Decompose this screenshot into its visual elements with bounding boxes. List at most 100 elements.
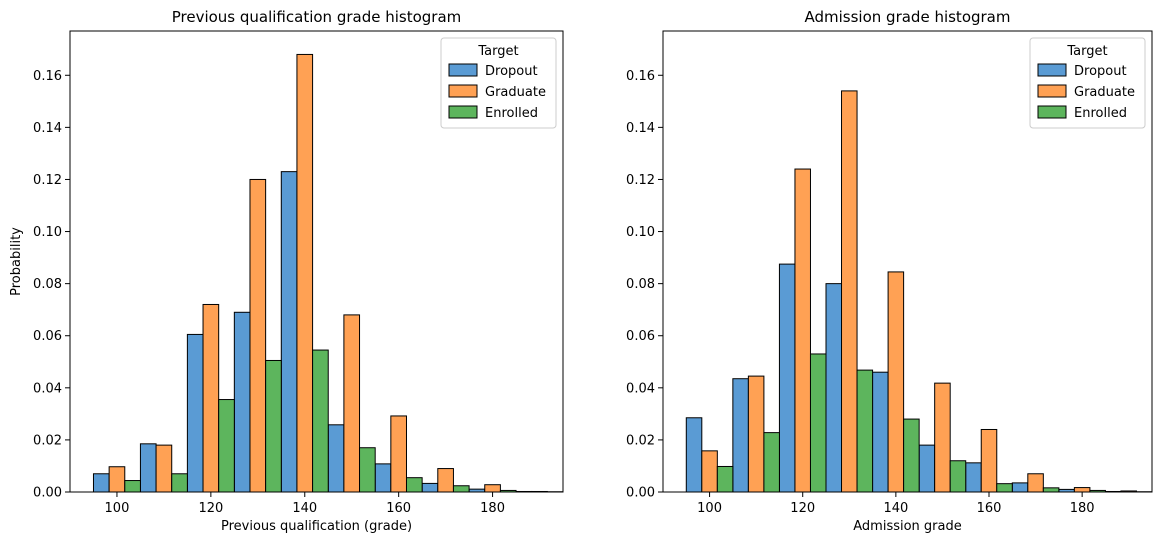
subplot-2: 100 120 140 160 180 0.00 0.02 0.04 0.06 0.08 0.10 0… <box>626 8 1153 534</box>
bar-enrolled-7 <box>452 485 470 493</box>
bar-enrolled-3 <box>265 359 282 493</box>
bar-graduate-5 <box>934 382 951 493</box>
bar-dropout-5 <box>918 444 936 493</box>
bar-enrolled-6 <box>405 477 423 493</box>
bar-enrolled-6 <box>996 483 1013 493</box>
y-tick-label: 0.00 <box>626 486 655 501</box>
legend-entry-enrolled: Enrolled <box>485 106 538 121</box>
bar-graduate-3 <box>841 90 858 493</box>
y-tick-label: 0.08 <box>626 277 655 292</box>
legend-entry-enrolled: Enrolled <box>1074 106 1127 121</box>
legend-entry-dropout: Dropout <box>485 64 538 79</box>
bar-graduate-6 <box>980 428 998 493</box>
bar-dropout-0 <box>92 473 110 493</box>
bar-dropout-3 <box>233 311 251 493</box>
y-tick-label: 0.06 <box>626 329 655 344</box>
x-axis-label: Previous qualification (grade) <box>221 519 412 534</box>
bar-enrolled-2 <box>809 353 827 493</box>
x-tick-label: 140 <box>292 501 317 516</box>
bar-enrolled-4 <box>903 418 920 493</box>
bar-enrolled-0 <box>716 465 734 493</box>
legend: Target Dropout Graduate Enrolled <box>1029 37 1146 129</box>
bar-dropout-1 <box>139 443 157 493</box>
bar-graduate-1 <box>155 444 173 493</box>
x-tick-label: 180 <box>1070 501 1095 516</box>
legend-swatch-enrolled <box>1037 105 1067 119</box>
legend-swatch-graduate <box>1037 84 1067 98</box>
bar-graduate-4 <box>296 53 314 493</box>
y-tick-label: 0.10 <box>33 225 62 240</box>
legend-entry-graduate: Graduate <box>1074 85 1135 100</box>
axes-frame <box>662 30 1153 493</box>
bar-dropout-7 <box>421 482 439 493</box>
y-tick-label: 0.06 <box>33 329 62 344</box>
bar-graduate-4 <box>887 271 905 493</box>
y-tick-label: 0.16 <box>33 69 62 84</box>
y-tick-label: 0.16 <box>626 69 655 84</box>
bar-graduate-5 <box>343 314 361 493</box>
legend: Target Dropout Graduate Enrolled <box>440 37 557 129</box>
chart-title: Previous qualification grade histogram <box>172 8 462 26</box>
x-tick-label: 120 <box>198 501 223 516</box>
chart-title: Admission grade histogram <box>805 8 1011 26</box>
legend-swatch-enrolled <box>448 105 478 119</box>
bar-enrolled-2 <box>218 399 235 493</box>
bar-graduate-0 <box>108 466 126 493</box>
bar-dropout-7 <box>1011 482 1029 493</box>
bar-dropout-0 <box>685 417 703 493</box>
bar-dropout-4 <box>280 171 298 493</box>
x-tick-label: 160 <box>386 501 411 516</box>
bar-dropout-4 <box>872 371 889 493</box>
bar-graduate-7 <box>437 468 454 493</box>
bar-dropout-2 <box>186 333 204 493</box>
y-tick-label: 0.14 <box>33 121 62 136</box>
bar-enrolled-0 <box>124 480 141 493</box>
bar-graduate-7 <box>1027 473 1044 493</box>
legend-swatch-graduate <box>448 84 478 98</box>
bar-graduate-2 <box>202 303 220 493</box>
bar-dropout-1 <box>732 378 749 493</box>
bar-dropout-2 <box>778 263 796 493</box>
legend-title: Target <box>477 44 518 59</box>
bar-graduate-0 <box>701 450 718 493</box>
x-tick-label: 180 <box>480 501 505 516</box>
y-tick-label: 0.00 <box>33 486 62 501</box>
x-axis-label: Admission grade <box>853 519 962 534</box>
legend-swatch-dropout <box>448 63 478 77</box>
bar-enrolled-4 <box>312 349 329 493</box>
bar-graduate-6 <box>390 415 407 493</box>
bar-enrolled-1 <box>171 473 188 493</box>
y-tick-label: 0.12 <box>33 173 62 188</box>
legend-entry-graduate: Graduate <box>485 85 546 100</box>
x-tick-label: 100 <box>105 501 130 516</box>
bar-dropout-6 <box>965 462 982 493</box>
subplot-1: 100 120 140 160 180 0.00 0.02 0.04 0.06 0.08 0.10 0… <box>9 8 564 534</box>
bar-graduate-3 <box>249 178 267 493</box>
y-tick-label: 0.14 <box>626 121 655 136</box>
bar-graduate-2 <box>794 168 811 493</box>
bar-enrolled-1 <box>763 432 780 493</box>
bar-enrolled-3 <box>856 369 874 493</box>
bar-enrolled-5 <box>949 460 967 493</box>
legend-swatch-dropout <box>1037 63 1067 77</box>
bar-dropout-6 <box>374 463 392 493</box>
bar-graduate-8 <box>1073 487 1091 493</box>
axes-frame <box>69 30 564 493</box>
bar-graduate-1 <box>747 375 765 493</box>
y-tick-label: 0.02 <box>33 433 62 448</box>
y-tick-label: 0.12 <box>626 173 655 188</box>
y-tick-label: 0.04 <box>33 381 62 396</box>
bar-enrolled-7 <box>1042 487 1060 493</box>
legend-title: Target <box>1066 44 1107 59</box>
x-tick-label: 120 <box>790 501 815 516</box>
x-tick-label: 140 <box>883 501 908 516</box>
y-tick-label: 0.02 <box>626 433 655 448</box>
legend-entry-dropout: Dropout <box>1074 64 1127 79</box>
x-tick-label: 160 <box>977 501 1002 516</box>
bar-dropout-3 <box>825 283 843 493</box>
y-tick-label: 0.04 <box>626 381 655 396</box>
bar-enrolled-5 <box>359 447 376 493</box>
bar-dropout-5 <box>327 424 345 493</box>
y-axis-label: Probability <box>9 227 24 296</box>
bar-graduate-8 <box>484 484 501 493</box>
